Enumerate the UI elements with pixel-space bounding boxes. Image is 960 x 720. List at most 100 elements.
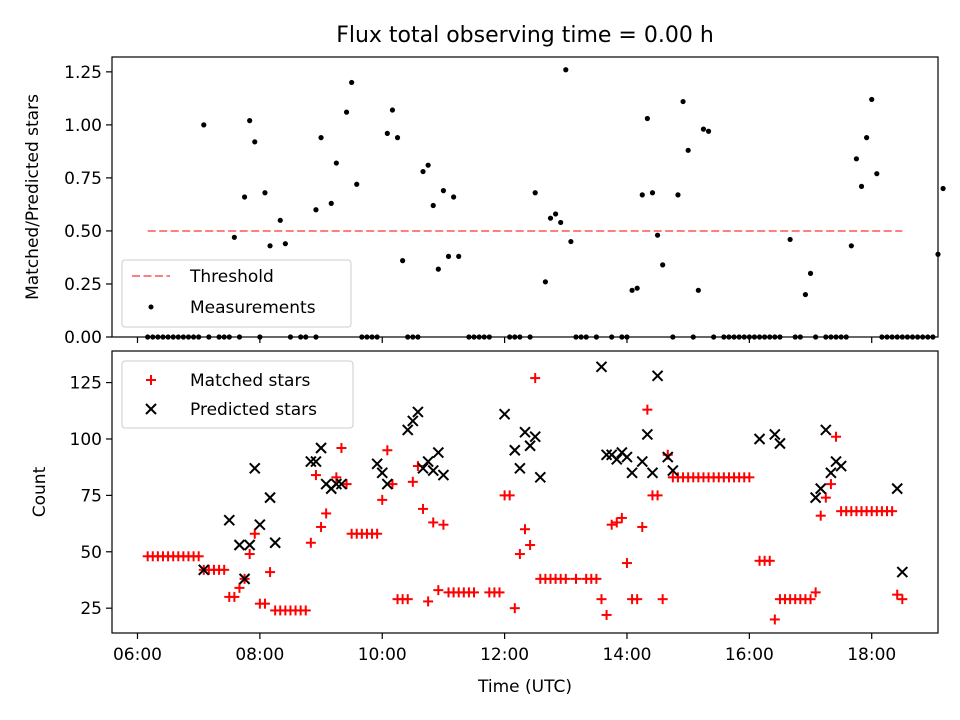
predicted-stars-point xyxy=(305,455,317,468)
measurement-point xyxy=(440,188,447,194)
measurement-point xyxy=(277,217,283,223)
predicted-stars-point xyxy=(412,406,424,418)
predicted-stars-point xyxy=(820,424,832,436)
measurement-point xyxy=(430,202,436,209)
matched-stars-point xyxy=(316,521,327,532)
predicted-stars-point xyxy=(636,455,648,468)
measurement-point xyxy=(568,238,574,245)
matched-stars-point xyxy=(611,517,622,528)
measurement-point xyxy=(445,253,452,259)
top-y-tick-label: 0.75 xyxy=(64,169,102,189)
matched-stars-point xyxy=(525,540,536,551)
matched-stars-point xyxy=(407,476,418,487)
predicted-stars-point xyxy=(509,444,521,456)
bottom-panel-legend: Matched stars Predicted stars xyxy=(121,360,354,429)
bottom-panel-x-ticks: 06:00 08:00 10:00 12:00 14:00 16:00 18:00 xyxy=(113,633,896,665)
measurement-point xyxy=(869,96,875,103)
top-panel-legend: Threshold Measurements xyxy=(121,259,352,328)
matched-stars-point xyxy=(382,445,393,456)
measurement-point xyxy=(639,192,645,198)
top-panel-y-ticks: 0.00 0.25 0.50 0.75 1.00 1.25 xyxy=(64,63,112,348)
matched-stars-point xyxy=(652,490,663,501)
chart-title: Flux total observing time = 0.00 h xyxy=(336,23,714,48)
matched-stars-point xyxy=(621,558,632,569)
predicted-stars-point xyxy=(514,462,526,475)
matched-stars-point xyxy=(372,528,383,539)
x-tick-label: 08:00 xyxy=(235,645,284,665)
top-legend-box xyxy=(121,259,352,328)
legend-matched-label: Matched stars xyxy=(190,371,310,391)
predicted-stars-point xyxy=(753,433,766,445)
predicted-stars-point xyxy=(835,460,847,472)
matched-stars-point xyxy=(887,506,898,517)
predicted-stars-point xyxy=(825,467,837,479)
measurement-point xyxy=(247,118,253,124)
matched-stars-point xyxy=(530,373,541,384)
predicted-stars-point xyxy=(381,478,394,490)
matched-stars-point xyxy=(310,470,321,481)
measurement-point xyxy=(435,266,441,272)
predicted-stars-point xyxy=(600,449,613,461)
matched-stars-point xyxy=(637,521,648,532)
legend-predicted-swatch xyxy=(145,403,157,415)
matched-stars-point xyxy=(321,508,332,519)
predicted-stars-point xyxy=(595,361,608,373)
top-panel-x-ticks xyxy=(136,337,873,343)
matched-stars-point xyxy=(387,479,398,490)
top-panel-frame xyxy=(111,56,939,338)
top-panel: 0.00 0.25 0.50 0.75 1.00 1.25 Matched/Predict… xyxy=(23,56,946,348)
matched-stars-point xyxy=(509,603,520,614)
matched-stars-point xyxy=(504,490,515,501)
legend-measurements-label: Measurements xyxy=(190,298,316,318)
predicted-stars-point xyxy=(891,482,903,495)
top-y-tick-label: 1.00 xyxy=(64,116,102,136)
matched-stars-point xyxy=(805,594,816,605)
measurement-point xyxy=(389,107,396,113)
measurement-point xyxy=(282,241,288,247)
measurement-point xyxy=(231,234,237,240)
matched-stars-point xyxy=(815,510,826,521)
predicted-stars-point xyxy=(315,442,327,454)
measurement-point xyxy=(343,109,350,115)
predicted-stars-point xyxy=(662,451,674,463)
predicted-stars-point xyxy=(646,467,659,479)
measurement-point xyxy=(558,219,564,226)
bottom-y-tick-label: 25 xyxy=(80,599,102,619)
predicted-stars-point xyxy=(534,471,547,484)
measurement-point xyxy=(328,200,334,206)
predicted-stars-point xyxy=(238,573,251,585)
predicted-stars-point xyxy=(809,491,822,504)
measurement-point xyxy=(547,215,554,221)
bottom-legend-box xyxy=(121,360,354,429)
measurement-point xyxy=(848,243,854,249)
predicted-stars-point xyxy=(626,467,638,479)
matched-stars-point xyxy=(606,519,617,530)
matched-stars-point xyxy=(744,472,755,483)
matched-stars-point xyxy=(892,589,903,600)
top-y-tick-label: 0.00 xyxy=(64,328,102,348)
matched-stars-point xyxy=(616,512,627,523)
measurement-point xyxy=(333,160,339,166)
matched-stars-point xyxy=(244,549,255,560)
predicted-stars-point xyxy=(896,566,909,578)
matched-stars-point xyxy=(234,582,245,593)
bottom-y-tick-label: 50 xyxy=(80,543,102,563)
matched-stars-point xyxy=(820,492,831,503)
measurement-point xyxy=(675,192,681,198)
measurement-point xyxy=(318,135,324,141)
bottom-y-tick-label: 125 xyxy=(70,374,102,394)
matched-stars-point xyxy=(825,479,836,490)
predicted-stars-point xyxy=(422,455,434,468)
matched-stars-point xyxy=(438,519,449,530)
predicted-stars-point xyxy=(498,408,511,420)
predicted-stars-point xyxy=(335,478,348,490)
predicted-stars-point xyxy=(651,370,664,382)
matched-stars-point xyxy=(769,614,780,625)
matched-stars-point xyxy=(520,524,530,535)
predicted-stars-point xyxy=(529,431,541,443)
x-tick-label: 18:00 xyxy=(847,645,896,665)
measurement-point xyxy=(649,190,656,196)
predicted-stars-point xyxy=(417,462,429,475)
predicted-stars-point xyxy=(269,537,281,549)
matched-stars-point xyxy=(514,549,525,560)
